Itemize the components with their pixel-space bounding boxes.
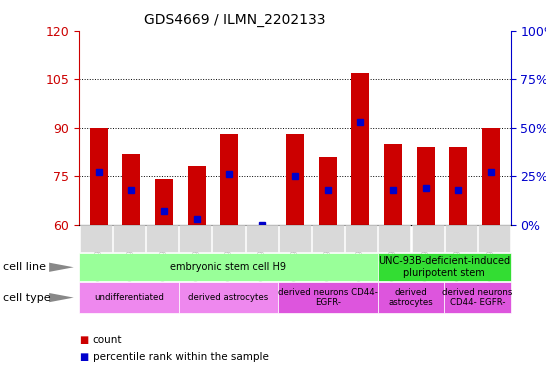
Text: derived astrocytes: derived astrocytes — [188, 293, 269, 302]
Bar — [449, 147, 467, 225]
Bar — [384, 144, 402, 225]
Text: ■: ■ — [79, 335, 88, 345]
Text: undifferentiated: undifferentiated — [94, 293, 164, 302]
Text: derived neurons
CD44- EGFR-: derived neurons CD44- EGFR- — [442, 288, 513, 307]
Text: GDS4669 / ILMN_2202133: GDS4669 / ILMN_2202133 — [144, 13, 325, 27]
Text: cell line: cell line — [3, 262, 46, 272]
Text: derived
astrocytes: derived astrocytes — [389, 288, 434, 307]
Text: count: count — [93, 335, 122, 345]
Text: percentile rank within the sample: percentile rank within the sample — [93, 352, 269, 362]
Bar — [155, 179, 173, 225]
Bar — [286, 134, 304, 225]
Bar — [318, 157, 336, 225]
Bar — [351, 73, 369, 225]
Bar — [188, 167, 206, 225]
Text: UNC-93B-deficient-induced
pluripotent stem: UNC-93B-deficient-induced pluripotent st… — [378, 257, 510, 278]
Bar — [482, 128, 500, 225]
Text: embryonic stem cell H9: embryonic stem cell H9 — [170, 262, 287, 272]
Text: derived neurons CD44-
EGFR-: derived neurons CD44- EGFR- — [278, 288, 378, 307]
Bar — [221, 134, 239, 225]
Bar — [90, 128, 108, 225]
Text: cell type: cell type — [3, 293, 50, 303]
Bar — [417, 147, 435, 225]
Bar — [122, 154, 140, 225]
Text: ■: ■ — [79, 352, 88, 362]
